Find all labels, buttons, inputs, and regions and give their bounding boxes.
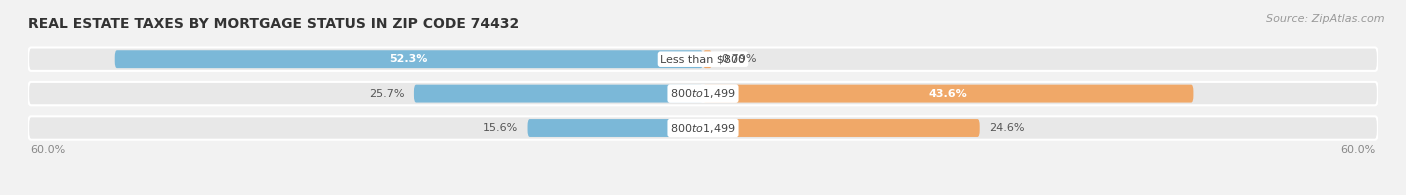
Text: 60.0%: 60.0% — [31, 145, 66, 155]
FancyBboxPatch shape — [703, 85, 1194, 103]
FancyBboxPatch shape — [28, 48, 1378, 71]
Text: Source: ZipAtlas.com: Source: ZipAtlas.com — [1267, 14, 1385, 24]
Text: 52.3%: 52.3% — [389, 54, 427, 64]
FancyBboxPatch shape — [703, 50, 711, 68]
FancyBboxPatch shape — [28, 82, 1378, 105]
Text: REAL ESTATE TAXES BY MORTGAGE STATUS IN ZIP CODE 74432: REAL ESTATE TAXES BY MORTGAGE STATUS IN … — [28, 17, 519, 31]
FancyBboxPatch shape — [115, 50, 703, 68]
Text: $800 to $1,499: $800 to $1,499 — [671, 121, 735, 135]
Text: 15.6%: 15.6% — [484, 123, 519, 133]
FancyBboxPatch shape — [703, 119, 980, 137]
Text: 43.6%: 43.6% — [929, 89, 967, 99]
FancyBboxPatch shape — [28, 116, 1378, 140]
FancyBboxPatch shape — [413, 85, 703, 103]
Text: 0.79%: 0.79% — [721, 54, 756, 64]
FancyBboxPatch shape — [527, 119, 703, 137]
Text: Less than $800: Less than $800 — [661, 54, 745, 64]
Text: 24.6%: 24.6% — [988, 123, 1024, 133]
Text: 25.7%: 25.7% — [370, 89, 405, 99]
Text: $800 to $1,499: $800 to $1,499 — [671, 87, 735, 100]
Text: 60.0%: 60.0% — [1340, 145, 1375, 155]
